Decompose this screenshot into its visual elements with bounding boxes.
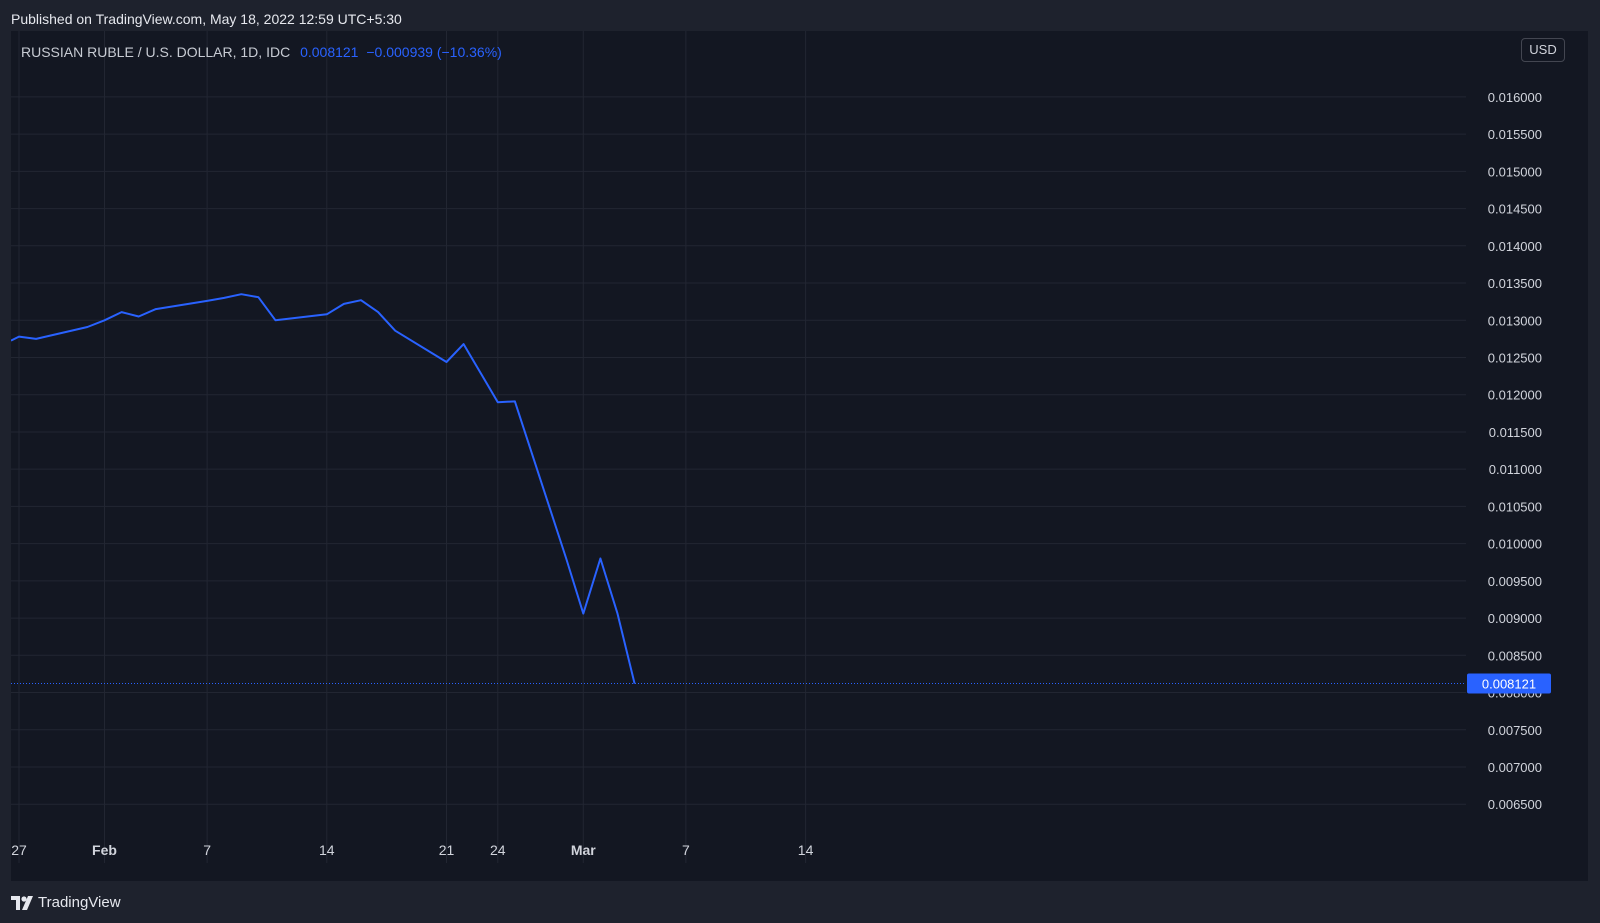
- price-data-point[interactable]: [632, 681, 637, 686]
- last-price-label-bg: [1467, 673, 1551, 694]
- price-data-point[interactable]: [324, 312, 329, 317]
- price-data-point[interactable]: [17, 334, 22, 339]
- x-tick-label: 14: [798, 842, 814, 858]
- price-data-point[interactable]: [461, 342, 466, 347]
- x-tick-label: Feb: [92, 842, 117, 858]
- price-data-point[interactable]: [273, 318, 278, 323]
- y-tick-label: 0.013500: [1488, 276, 1542, 291]
- price-data-point[interactable]: [444, 359, 449, 364]
- y-tick-label: 0.015000: [1488, 164, 1542, 179]
- tradingview-logo-icon: [11, 895, 33, 910]
- price-data-point[interactable]: [393, 328, 398, 333]
- y-tick-label: 0.014500: [1488, 202, 1542, 217]
- chart-panel[interactable]: 0.0065000.0070000.0075000.0080000.008500…: [11, 31, 1588, 881]
- price-data-point[interactable]: [222, 295, 227, 300]
- price-data-point[interactable]: [205, 298, 210, 303]
- y-tick-label: 0.013000: [1488, 313, 1542, 328]
- price-data-point[interactable]: [359, 298, 364, 303]
- price-data-point[interactable]: [615, 611, 620, 616]
- currency-button[interactable]: USD: [1521, 38, 1565, 62]
- y-tick-label: 0.015500: [1488, 127, 1542, 142]
- x-tick-label: 7: [203, 842, 211, 858]
- price-data-point[interactable]: [153, 307, 158, 312]
- price-data-point[interactable]: [102, 318, 107, 323]
- y-tick-label: 0.007500: [1488, 723, 1542, 738]
- y-tick-label: 0.011000: [1489, 462, 1542, 477]
- price-data-point[interactable]: [376, 310, 381, 315]
- y-tick-label: 0.010500: [1488, 499, 1542, 514]
- x-tick-label: 27: [11, 842, 27, 858]
- footer-brand[interactable]: TradingView: [11, 894, 121, 911]
- price-data-point[interactable]: [136, 314, 141, 319]
- price-data-point[interactable]: [512, 399, 517, 404]
- price-data-point[interactable]: [256, 295, 261, 300]
- x-tick-label: 24: [490, 842, 506, 858]
- price-data-point[interactable]: [85, 324, 90, 329]
- y-tick-label: 0.012000: [1488, 388, 1542, 403]
- price-series-line[interactable]: [11, 293, 636, 684]
- x-tick-label: 21: [439, 842, 455, 858]
- price-data-point[interactable]: [598, 556, 603, 561]
- y-tick-label: 0.009500: [1488, 574, 1542, 589]
- price-data-point[interactable]: [581, 611, 586, 616]
- y-tick-label: 0.012500: [1488, 350, 1542, 365]
- x-tick-label: 7: [682, 842, 690, 858]
- last-price-label: 0.008121: [1482, 677, 1536, 692]
- price-data-point[interactable]: [564, 556, 569, 561]
- y-tick-label: 0.014000: [1488, 239, 1542, 254]
- published-note: Published on TradingView.com, May 18, 20…: [11, 11, 402, 27]
- price-data-point[interactable]: [119, 310, 124, 315]
- footer-brand-label: TradingView: [38, 894, 121, 911]
- y-tick-label: 0.016000: [1488, 90, 1542, 105]
- price-data-point[interactable]: [34, 336, 39, 341]
- price-chart[interactable]: 0.0065000.0070000.0075000.0080000.008500…: [11, 31, 1588, 881]
- chart-legend: RUSSIAN RUBLE / U.S. DOLLAR, 1D, IDC 0.0…: [21, 44, 502, 60]
- y-tick-label: 0.011500: [1489, 425, 1542, 440]
- x-tick-label: Mar: [571, 842, 596, 858]
- price-data-point[interactable]: [341, 301, 346, 306]
- x-tick-label: 14: [319, 842, 335, 858]
- y-tick-label: 0.006500: [1488, 797, 1542, 812]
- y-tick-label: 0.008500: [1488, 648, 1542, 663]
- y-tick-label: 0.009000: [1488, 611, 1542, 626]
- y-tick-label: 0.010000: [1488, 537, 1542, 552]
- price-data-point[interactable]: [239, 292, 244, 297]
- y-tick-label: 0.007000: [1488, 760, 1542, 775]
- legend-last-value: 0.008121: [300, 44, 359, 60]
- price-data-point[interactable]: [478, 371, 483, 376]
- price-data-point[interactable]: [495, 400, 500, 405]
- legend-symbol[interactable]: RUSSIAN RUBLE / U.S. DOLLAR, 1D, IDC: [21, 44, 291, 60]
- legend-change: −0.000939 (−10.36%): [366, 44, 502, 60]
